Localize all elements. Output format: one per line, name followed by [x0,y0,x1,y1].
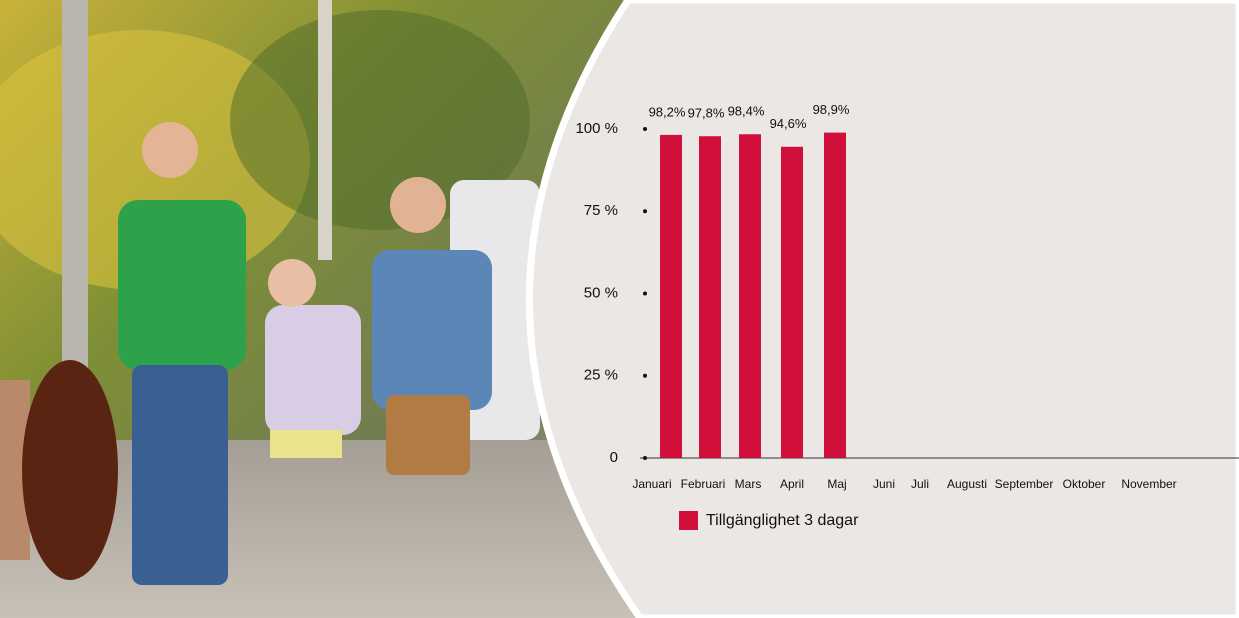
x-tick-label: Juli [911,477,929,491]
data-label: 98,4% [728,104,765,119]
y-tick-label: 100 % [575,120,618,137]
tick-mark [643,373,647,378]
bar [824,132,846,458]
y-tick-label: 75 % [584,202,618,219]
data-label: 97,8% [688,106,725,121]
data-label: 98,9% [813,102,850,117]
tick-mark [643,209,647,214]
x-tick-label: September [995,477,1054,491]
bar [699,136,721,458]
bar [660,134,682,458]
tick-mark [643,456,647,460]
y-tick-label: 0 [610,449,618,466]
x-tick-label: Oktober [1063,477,1106,491]
x-tick-label: Maj [827,477,846,491]
tick-mark [643,291,647,296]
data-label: 98,2% [649,104,686,119]
x-tick-label: November [1121,477,1176,491]
data-label: 94,6% [770,116,807,131]
x-tick-label: Mars [735,477,762,491]
legend-swatch [679,511,698,530]
chart-panel [525,0,1239,618]
tick-mark [643,127,647,131]
x-tick-label: Augusti [947,477,987,491]
x-tick-label: Februari [681,477,726,491]
y-tick-label: 50 % [584,284,618,301]
y-tick-label: 25 % [584,367,618,384]
legend-label: Tillgänglighet 3 dagar [706,512,859,529]
bar [739,134,761,459]
bar [781,146,803,459]
x-tick-label: April [780,477,804,491]
x-tick-label: Januari [632,477,671,491]
x-tick-label: Juni [873,477,895,491]
